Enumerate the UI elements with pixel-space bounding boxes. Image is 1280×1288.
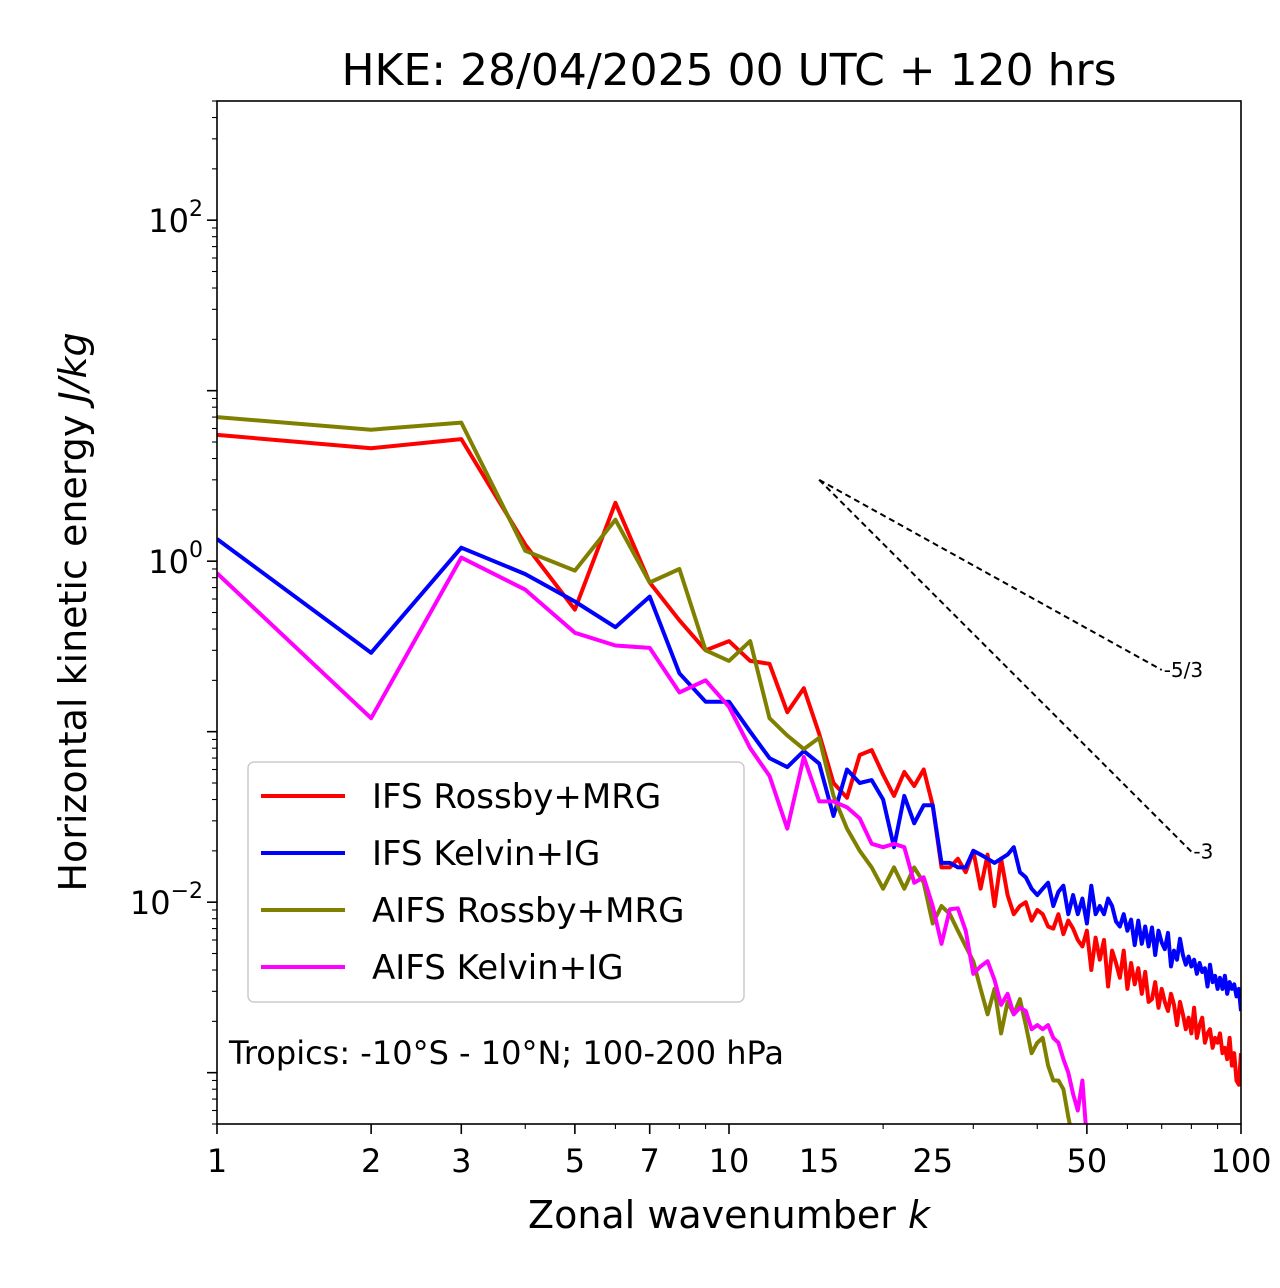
y-tick-label: 102: [148, 197, 203, 240]
x-tick-label: 15: [799, 1142, 840, 1180]
axis-ticks: [207, 100, 1242, 1134]
reference-slope-label: -3: [1193, 840, 1213, 864]
legend: IFS Rossby+MRG IFS Kelvin+IG AIFS Rossby+M…: [247, 761, 745, 1003]
x-tick-label: 5: [565, 1142, 585, 1180]
y-axis-label: Horizontal kinetic energy J/kg: [51, 332, 95, 891]
x-axis-label-variable: k: [908, 1193, 932, 1237]
x-tick-label: 3: [451, 1142, 471, 1180]
x-tick-label: 50: [1067, 1142, 1108, 1180]
legend-label: AIFS Rossby+MRG: [372, 891, 684, 931]
x-axis-label-text: Zonal wavenumber: [528, 1193, 896, 1237]
legend-label: AIFS Kelvin+IG: [372, 948, 624, 988]
y-tick-exponent: 2: [189, 197, 203, 222]
reference-slopes: -5/3 -3: [818, 478, 1213, 864]
x-tick-label: 10: [709, 1142, 750, 1180]
x-tick-label: 2: [361, 1142, 381, 1180]
legend-box: [247, 761, 745, 1003]
x-tick-labels: 1 2 3 5 7 10 15 25 50 100: [207, 1142, 1272, 1180]
y-tick-base: 10: [148, 543, 189, 581]
chart-title: HKE: 28/04/2025 00 UTC + 120 hrs: [341, 45, 1116, 96]
series-line: [217, 537, 1241, 1012]
legend-label: IFS Kelvin+IG: [372, 834, 600, 874]
y-tick-exponent: 0: [189, 538, 203, 563]
legend-entries: IFS Rossby+MRG IFS Kelvin+IG AIFS Rossby+M…: [261, 777, 684, 988]
y-tick-base: 10: [130, 884, 171, 922]
y-tick-base: 10: [148, 202, 189, 240]
x-tick-label: 1: [207, 1142, 227, 1180]
y-tick-exponent: −2: [171, 879, 203, 904]
x-tick-label: 25: [912, 1142, 953, 1180]
reference-slope-label: -5/3: [1164, 658, 1203, 682]
plot-area-frame: [216, 100, 1242, 1125]
y-axis-label-text: Horizontal kinetic energy: [51, 415, 95, 892]
series-line: [217, 555, 1088, 1124]
reference-slope-line: [818, 478, 1163, 671]
y-tick-label: 100: [148, 538, 203, 581]
x-axis-label: Zonal wavenumber k: [528, 1193, 932, 1237]
region-annotation: Tropics: -10°S - 10°N; 100-200 hPa: [228, 1034, 784, 1072]
y-axis-label-unit: J/kg: [51, 332, 95, 409]
y-tick-label: 10−2: [130, 879, 203, 922]
x-tick-label: 100: [1210, 1142, 1271, 1180]
x-tick-label: 7: [640, 1142, 660, 1180]
series-lines: [217, 415, 1241, 1124]
legend-label: IFS Rossby+MRG: [372, 777, 661, 817]
reference-slope-line: [818, 479, 1193, 853]
